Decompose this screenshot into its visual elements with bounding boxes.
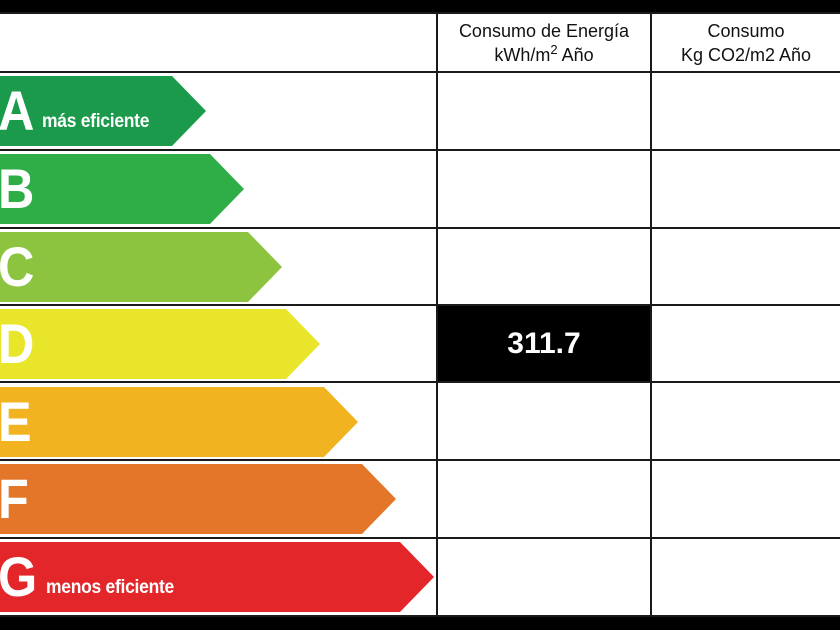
emissions-column-header: Consumo Kg CO2/m2 Año (652, 14, 840, 72)
grid-line (0, 71, 840, 73)
rating-letter-b: B (0, 157, 35, 220)
energy-value: 311.7 (507, 326, 581, 360)
rating-note-g: menos eficiente (45, 577, 174, 598)
rating-arrow-g: G menos eficiente (0, 542, 434, 612)
rating-letter-d: D (0, 312, 35, 375)
energy-column-header: Consumo de Energía kWh/m2 Año (438, 14, 650, 72)
grid-line (0, 12, 840, 14)
rating-arrow-d: D (0, 309, 320, 379)
grid-line (0, 149, 840, 151)
rating-arrow-e: E (0, 387, 358, 457)
rating-letter-g: G (0, 545, 38, 608)
rating-arrow-c: C (0, 232, 282, 302)
grid-line (0, 227, 840, 229)
grid-line (436, 12, 438, 617)
grid-line (0, 381, 840, 383)
rating-letter-c: C (0, 235, 35, 298)
rating-arrow-a: A más eficiente (0, 76, 206, 146)
grid-line (0, 615, 840, 617)
grid-line (0, 304, 840, 306)
rating-note-a: más eficiente (42, 111, 150, 132)
emissions-header-line2: Kg CO2/m2 Año (680, 45, 812, 65)
rating-letter-f: F (0, 467, 29, 530)
rating-letter-e: E (0, 390, 32, 453)
grid-line (0, 459, 840, 461)
energy-value-cell: 311.7 (438, 306, 650, 381)
grid-line (650, 12, 652, 617)
energy-header-line1: Consumo de Energía (458, 21, 630, 41)
emissions-header-line1: Consumo (707, 21, 785, 41)
rating-arrow-b: B (0, 154, 244, 224)
energy-header-line2: kWh/m2 Año (494, 42, 594, 65)
rating-letter-a: A (0, 79, 35, 142)
rating-arrow-f: F (0, 464, 396, 534)
energy-rating-table: Consumo de Energía kWh/m2 Año Consumo Kg… (0, 12, 840, 617)
grid-line (0, 537, 840, 539)
